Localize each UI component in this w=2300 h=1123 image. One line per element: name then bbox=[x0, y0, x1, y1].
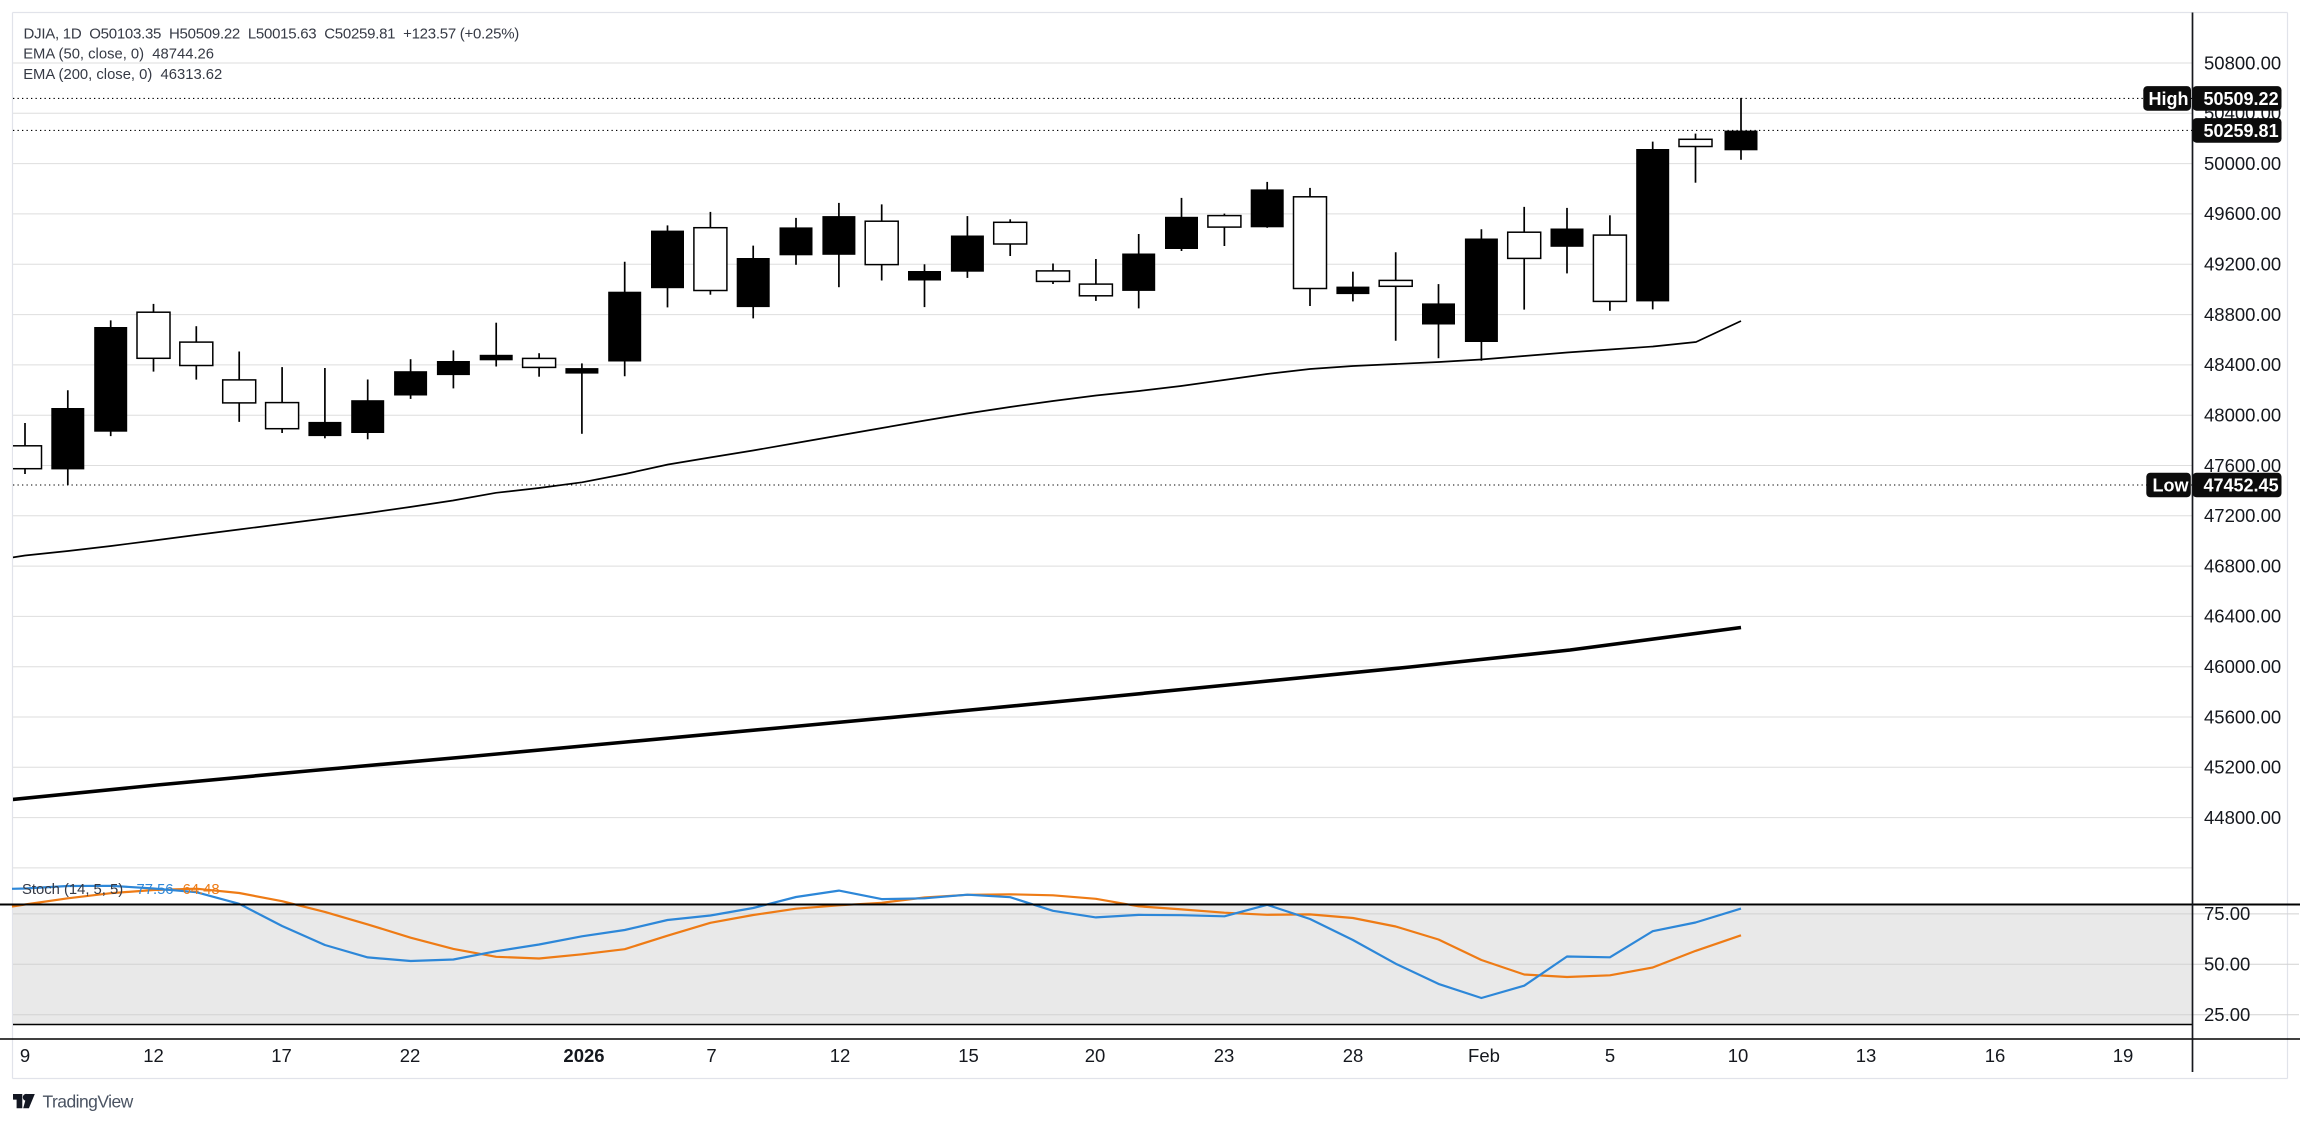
svg-text:48000.00: 48000.00 bbox=[2204, 405, 2281, 426]
svg-text:50259.81: 50259.81 bbox=[2204, 121, 2279, 141]
svg-text:50509.22: 50509.22 bbox=[2204, 89, 2279, 109]
svg-text:5: 5 bbox=[1605, 1045, 1615, 1066]
svg-text:77.56: 77.56 bbox=[137, 882, 174, 898]
svg-text:TradingView: TradingView bbox=[43, 1092, 134, 1112]
svg-text:75.00: 75.00 bbox=[2204, 903, 2250, 924]
svg-text:16: 16 bbox=[1985, 1045, 2006, 1066]
svg-text:10: 10 bbox=[1728, 1045, 1749, 1066]
svg-text:45600.00: 45600.00 bbox=[2204, 706, 2281, 727]
svg-text:50.00: 50.00 bbox=[2204, 954, 2250, 975]
svg-text:47200.00: 47200.00 bbox=[2204, 505, 2281, 526]
svg-text:9: 9 bbox=[20, 1045, 30, 1066]
svg-text:12: 12 bbox=[143, 1045, 164, 1066]
svg-text:28: 28 bbox=[1343, 1045, 1364, 1066]
svg-text:Stoch (14, 5, 5): Stoch (14, 5, 5) bbox=[22, 882, 123, 898]
svg-text:46000.00: 46000.00 bbox=[2204, 656, 2281, 677]
svg-text:22: 22 bbox=[400, 1045, 421, 1066]
svg-text:49200.00: 49200.00 bbox=[2204, 254, 2281, 275]
svg-text:64.48: 64.48 bbox=[183, 882, 220, 898]
svg-text:47600.00: 47600.00 bbox=[2204, 455, 2281, 476]
svg-text:13: 13 bbox=[1856, 1045, 1877, 1066]
svg-text:45200.00: 45200.00 bbox=[2204, 757, 2281, 778]
svg-text:7: 7 bbox=[706, 1045, 716, 1066]
svg-text:50000.00: 50000.00 bbox=[2204, 153, 2281, 174]
svg-text:15: 15 bbox=[958, 1045, 979, 1066]
svg-text:EMA (200, close, 0) 46313.62: EMA (200, close, 0) 46313.62 bbox=[23, 67, 222, 83]
svg-text:2026: 2026 bbox=[563, 1045, 604, 1066]
svg-text:Feb: Feb bbox=[1468, 1045, 1500, 1066]
svg-text:25.00: 25.00 bbox=[2204, 1004, 2250, 1025]
svg-text:47452.45: 47452.45 bbox=[2204, 476, 2279, 496]
svg-text:DJIA, 1D O50103.35 H50509.22: DJIA, 1D O50103.35 H50509.22 L50015.63 C… bbox=[24, 25, 520, 42]
svg-text:EMA (50, close, 0) 48744.26: EMA (50, close, 0) 48744.26 bbox=[23, 47, 214, 63]
svg-text:Low: Low bbox=[2153, 476, 2190, 496]
svg-text:17: 17 bbox=[271, 1045, 292, 1066]
svg-text:19: 19 bbox=[2113, 1045, 2134, 1066]
svg-text:49600.00: 49600.00 bbox=[2204, 203, 2281, 224]
svg-text:48800.00: 48800.00 bbox=[2204, 304, 2281, 325]
svg-text:20: 20 bbox=[1085, 1045, 1106, 1066]
svg-text:48400.00: 48400.00 bbox=[2204, 354, 2281, 375]
svg-text:High: High bbox=[2149, 89, 2189, 109]
svg-text:12: 12 bbox=[830, 1045, 851, 1066]
svg-text:44800.00: 44800.00 bbox=[2204, 807, 2281, 828]
svg-text:23: 23 bbox=[1214, 1045, 1235, 1066]
svg-text:46400.00: 46400.00 bbox=[2204, 606, 2281, 627]
svg-text:50800.00: 50800.00 bbox=[2204, 52, 2281, 73]
svg-text:46800.00: 46800.00 bbox=[2204, 555, 2281, 576]
